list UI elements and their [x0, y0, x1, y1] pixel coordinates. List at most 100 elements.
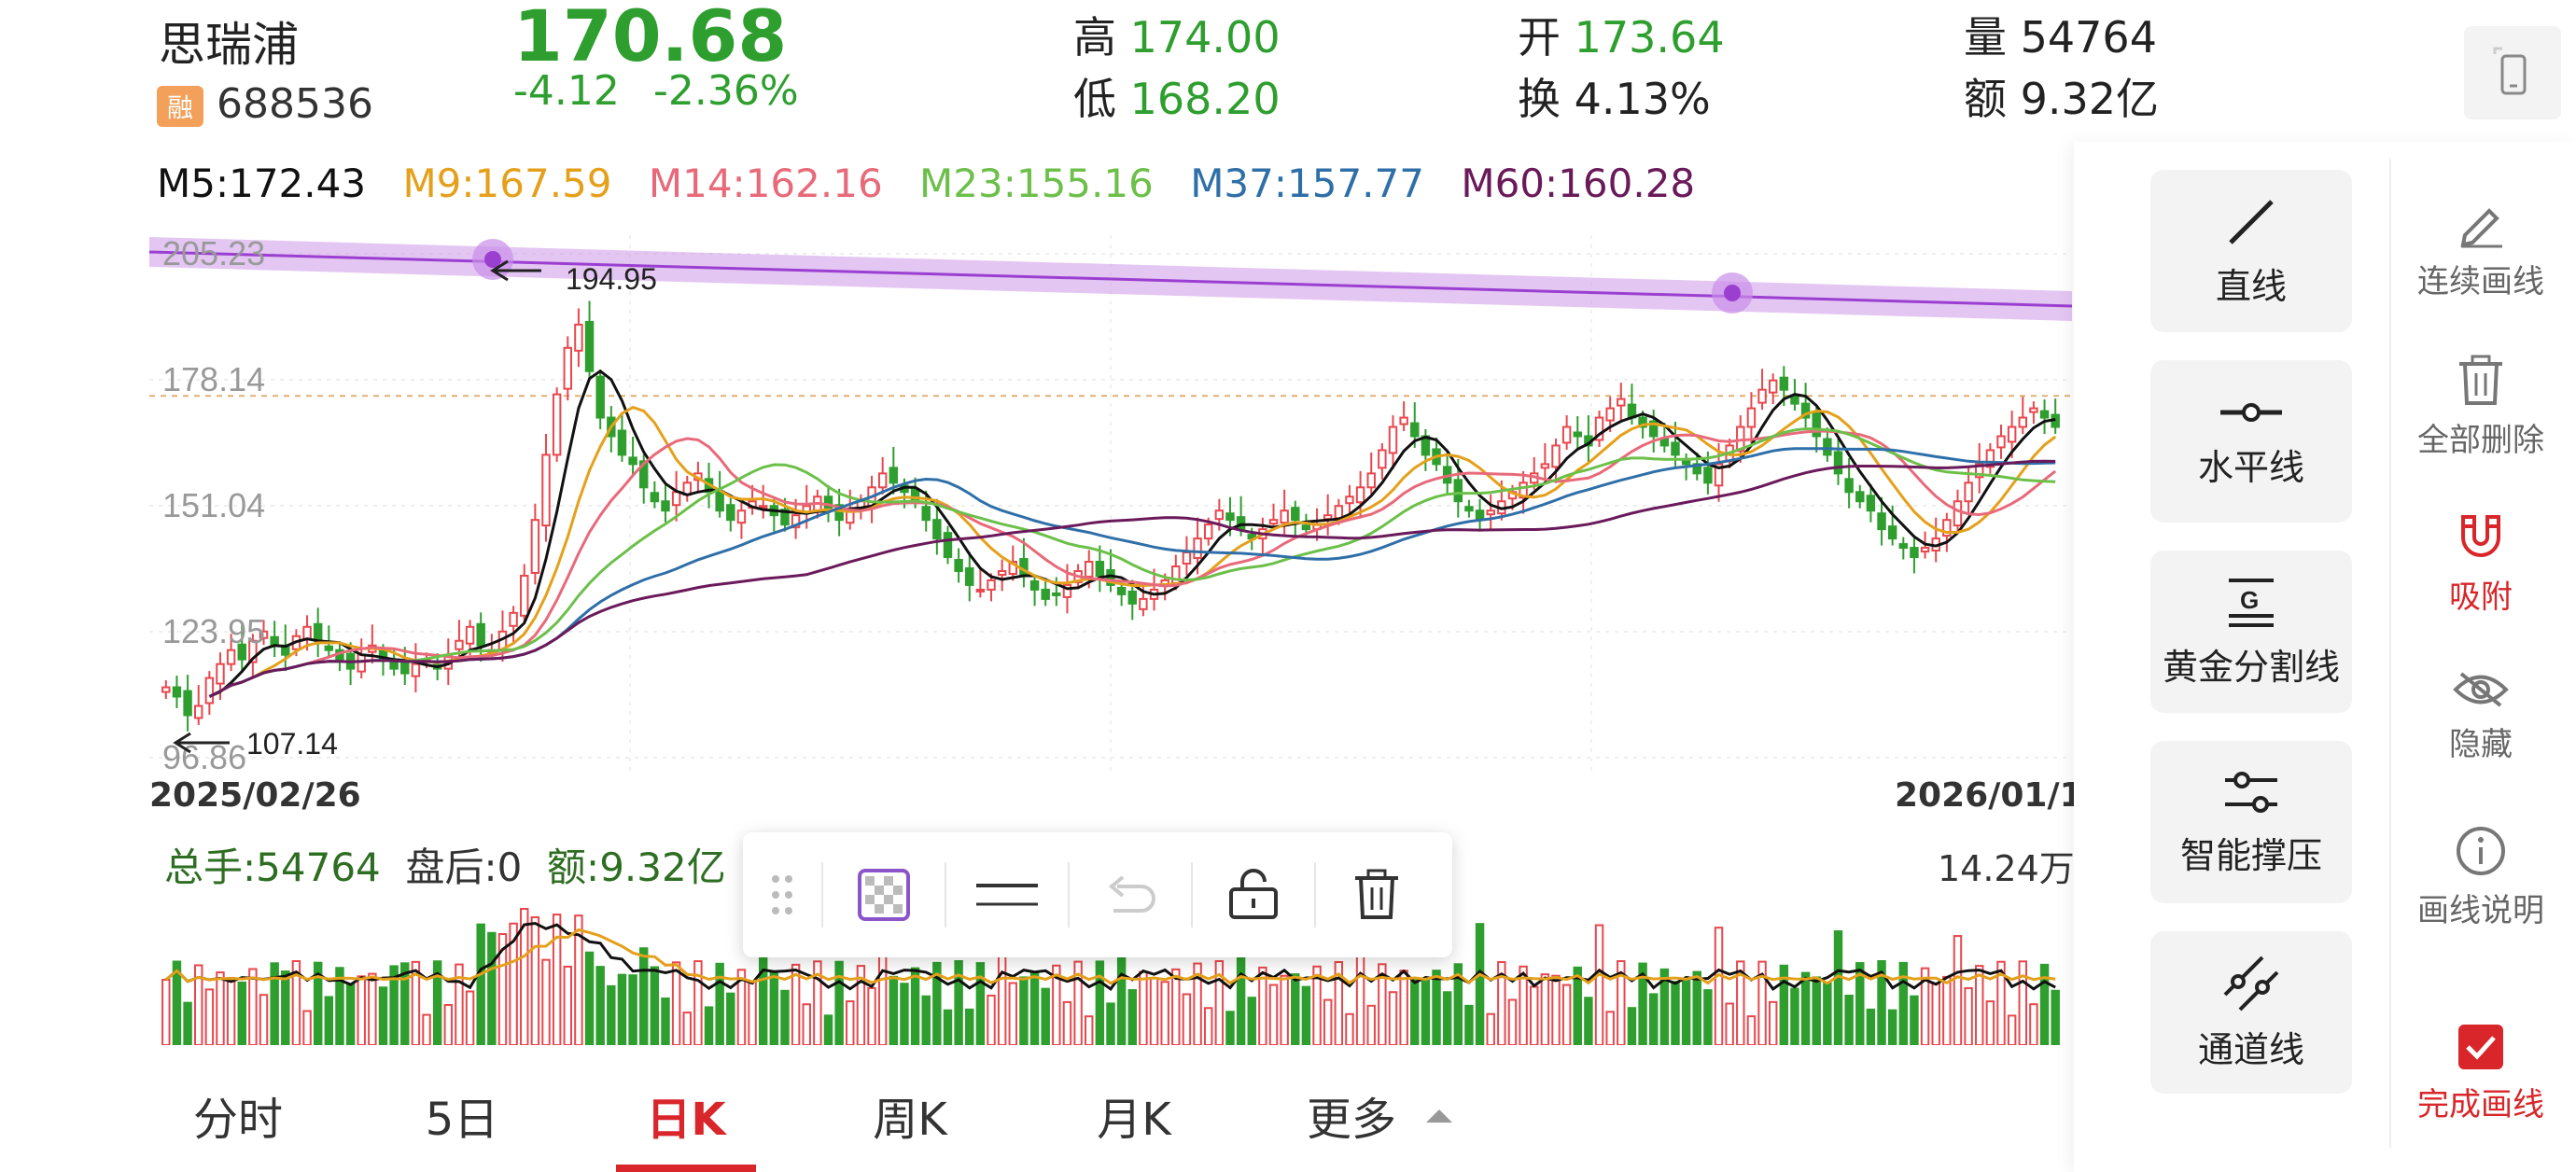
price-axis-label: 151.04 [162, 486, 265, 524]
action-delete-all[interactable]: 全部删除 [2387, 355, 2574, 460]
candle-body [520, 574, 529, 617]
tab-weekly-k[interactable]: 周K [873, 1094, 947, 1146]
volume-bar [1671, 981, 1680, 1045]
date-end: 2026/01/12 [1895, 776, 2107, 815]
volume-bar [1453, 963, 1463, 1045]
action-continuous-draw[interactable]: 连续画线 [2387, 198, 2574, 301]
fill-toggle-button[interactable] [823, 832, 945, 957]
tab-more[interactable]: 更多 [1288, 1064, 1475, 1166]
volume-bar [780, 989, 790, 1045]
volume-bar [1366, 1004, 1376, 1045]
volume-bar [1345, 1012, 1354, 1045]
trash-icon [1355, 869, 1398, 919]
volume-bar [1507, 998, 1518, 1045]
volume-bar [1920, 967, 1930, 1045]
action-hide[interactable]: 隐藏 [2387, 668, 2574, 764]
candle-body [987, 579, 996, 591]
action-label: 完成画线 [2417, 1086, 2544, 1123]
undo-button[interactable] [1070, 832, 1191, 957]
tab-intraday[interactable]: 分时 [192, 1094, 283, 1146]
candle-body [1746, 407, 1757, 428]
candle-body [1877, 512, 1886, 531]
drag-handle[interactable] [743, 832, 821, 957]
candle-body [1085, 561, 1094, 578]
volume-label: 量 [1964, 12, 2007, 63]
high-label: 高 [1073, 12, 1116, 63]
candle-body [910, 488, 920, 503]
tool-channel-line[interactable]: 通道线 [2150, 931, 2352, 1094]
volume-bar [1910, 995, 1919, 1045]
candle-body [1844, 478, 1854, 494]
action-label: 连续画线 [2417, 263, 2544, 300]
volume-bar [813, 960, 822, 1045]
volume-bar [1410, 979, 1420, 1045]
volume-bar [281, 970, 290, 1045]
volume-bar [2039, 963, 2050, 1045]
action-draw-help[interactable]: 画线说明 [2387, 825, 2574, 930]
candle-body [509, 611, 518, 627]
amount-stat: 额 9.32亿 [1964, 65, 2159, 127]
tool-straight-line[interactable]: 直线 [2150, 170, 2352, 332]
high-stat: 高 174.00 [1073, 4, 1281, 65]
volume-bar [661, 998, 670, 1045]
volume-bar [1540, 973, 1550, 1045]
amount-label: 额 [1964, 74, 2007, 124]
max-arrow-icon [490, 259, 541, 282]
volume-bar [1659, 968, 1670, 1045]
volume-bar [1561, 984, 1572, 1045]
action-snap[interactable]: 吸附 [2387, 511, 2574, 617]
candle-body [2029, 407, 2038, 413]
ma-line [208, 426, 2056, 698]
volume-bar [693, 960, 703, 1045]
tab-monthly-k[interactable]: 月K [1097, 1094, 1171, 1146]
volume-bar [313, 961, 323, 1045]
candle-body [1378, 449, 1387, 469]
candle-body [1127, 590, 1137, 605]
candle-body [248, 639, 258, 663]
turnover-value: 4.13% [1574, 74, 1711, 124]
tool-smart-support[interactable]: 智能撑压 [2150, 741, 2352, 903]
candle-body [965, 566, 974, 586]
min-price-marker: 107.14 [246, 727, 338, 760]
line-style-button[interactable] [946, 832, 1068, 957]
candle-body [975, 588, 986, 593]
volume-bar [1193, 962, 1202, 1045]
ma-line [208, 369, 2056, 698]
volume-bar [2029, 1003, 2038, 1045]
volume-bar [1953, 935, 1963, 1045]
candle-body [932, 519, 942, 540]
volume-bar [682, 1012, 692, 1045]
candle-body [1638, 416, 1647, 428]
line-style-icon [976, 884, 1038, 906]
volume-bar [1442, 991, 1452, 1045]
volume-bar [324, 996, 334, 1045]
volume-bar [1225, 1011, 1235, 1045]
volume-bar [1247, 997, 1256, 1045]
candle-body [1920, 547, 1930, 553]
tool-horizontal-line[interactable]: 水平线 [2150, 360, 2352, 523]
triangle-up-icon [1426, 1109, 1452, 1123]
lock-button[interactable] [1193, 832, 1314, 957]
volume-bar [1171, 968, 1181, 1045]
delete-drawing-button[interactable] [1316, 832, 1437, 957]
tab-daily-k[interactable]: 日K [646, 1094, 726, 1146]
volume-bar [432, 960, 442, 1045]
volume-bar [736, 969, 747, 1045]
volume-bar [671, 961, 681, 1045]
candle-body [877, 472, 888, 489]
action-finish-drawing[interactable]: 完成画线 [2387, 1023, 2574, 1124]
candle-body [639, 460, 649, 489]
tool-golden-ratio[interactable]: G 黄金分割线 [2150, 551, 2352, 713]
volume-bar [335, 967, 344, 1045]
volume-bar [1844, 994, 1854, 1045]
tab-5day[interactable]: 5日 [425, 1094, 499, 1146]
volume-bar [1757, 960, 1767, 1045]
volume-bar [715, 962, 724, 1045]
tool-label: 智能撑压 [2179, 834, 2322, 876]
volume-bar [628, 974, 637, 1045]
candle-body [563, 346, 573, 390]
volume-bar [584, 951, 595, 1045]
rotate-screen-button[interactable] [2464, 26, 2561, 119]
candle-body [183, 690, 192, 717]
